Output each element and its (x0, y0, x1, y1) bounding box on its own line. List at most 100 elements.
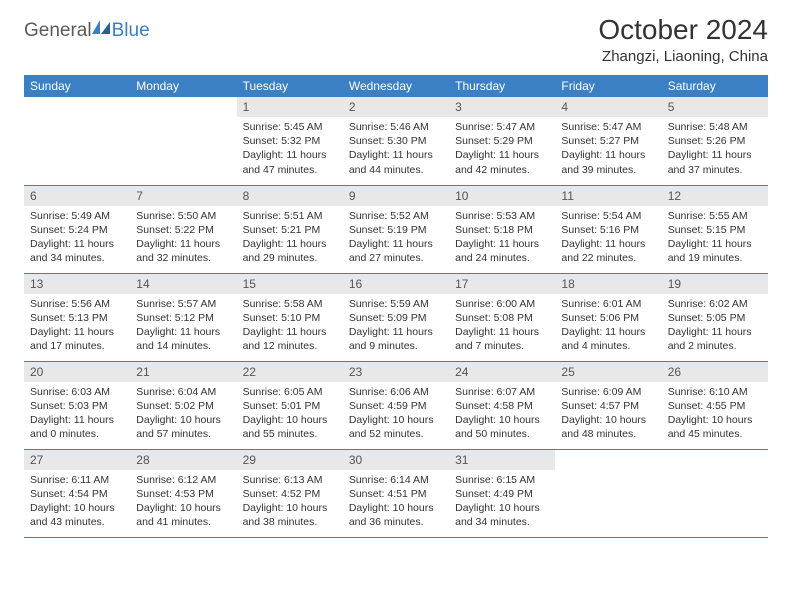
logo-text-general: General (24, 20, 92, 42)
calendar-cell: 30Sunrise: 6:14 AMSunset: 4:51 PMDayligh… (343, 449, 449, 537)
day-details: Sunrise: 6:02 AMSunset: 5:05 PMDaylight:… (662, 294, 768, 358)
title-block: October 2024 Zhangzi, Liaoning, China (598, 14, 768, 65)
day-details: Sunrise: 5:58 AMSunset: 5:10 PMDaylight:… (237, 294, 343, 358)
day-details: Sunrise: 5:50 AMSunset: 5:22 PMDaylight:… (130, 206, 236, 270)
calendar-cell: 25Sunrise: 6:09 AMSunset: 4:57 PMDayligh… (555, 361, 661, 449)
month-title: October 2024 (598, 14, 768, 46)
calendar-cell: 19Sunrise: 6:02 AMSunset: 5:05 PMDayligh… (662, 273, 768, 361)
header: General Blue October 2024 Zhangzi, Liaon… (24, 14, 768, 65)
day-number: 8 (237, 186, 343, 206)
calendar-cell: 10Sunrise: 5:53 AMSunset: 5:18 PMDayligh… (449, 185, 555, 273)
weekday-header: Monday (130, 75, 236, 97)
calendar-cell: 31Sunrise: 6:15 AMSunset: 4:49 PMDayligh… (449, 449, 555, 537)
calendar-cell: 12Sunrise: 5:55 AMSunset: 5:15 PMDayligh… (662, 185, 768, 273)
calendar-cell: 14Sunrise: 5:57 AMSunset: 5:12 PMDayligh… (130, 273, 236, 361)
day-details: Sunrise: 6:09 AMSunset: 4:57 PMDaylight:… (555, 382, 661, 446)
calendar-row: 13Sunrise: 5:56 AMSunset: 5:13 PMDayligh… (24, 273, 768, 361)
weekday-header: Friday (555, 75, 661, 97)
calendar-row: 6Sunrise: 5:49 AMSunset: 5:24 PMDaylight… (24, 185, 768, 273)
day-details: Sunrise: 5:51 AMSunset: 5:21 PMDaylight:… (237, 206, 343, 270)
calendar-cell: 9Sunrise: 5:52 AMSunset: 5:19 PMDaylight… (343, 185, 449, 273)
day-number: 3 (449, 97, 555, 117)
calendar-cell: 23Sunrise: 6:06 AMSunset: 4:59 PMDayligh… (343, 361, 449, 449)
day-details: Sunrise: 6:11 AMSunset: 4:54 PMDaylight:… (24, 470, 130, 534)
weekday-header: Sunday (24, 75, 130, 97)
calendar-cell: 11Sunrise: 5:54 AMSunset: 5:16 PMDayligh… (555, 185, 661, 273)
weekday-header: Tuesday (237, 75, 343, 97)
location-label: Zhangzi, Liaoning, China (598, 48, 768, 65)
calendar-cell: 20Sunrise: 6:03 AMSunset: 5:03 PMDayligh… (24, 361, 130, 449)
day-number: 25 (555, 362, 661, 382)
day-details: Sunrise: 6:06 AMSunset: 4:59 PMDaylight:… (343, 382, 449, 446)
calendar-cell: 21Sunrise: 6:04 AMSunset: 5:02 PMDayligh… (130, 361, 236, 449)
day-details: Sunrise: 6:10 AMSunset: 4:55 PMDaylight:… (662, 382, 768, 446)
day-number: 19 (662, 274, 768, 294)
day-number: 20 (24, 362, 130, 382)
weekday-header: Wednesday (343, 75, 449, 97)
calendar-cell (662, 449, 768, 537)
day-number: 15 (237, 274, 343, 294)
calendar-cell: 22Sunrise: 6:05 AMSunset: 5:01 PMDayligh… (237, 361, 343, 449)
calendar-cell: 26Sunrise: 6:10 AMSunset: 4:55 PMDayligh… (662, 361, 768, 449)
calendar-cell: 7Sunrise: 5:50 AMSunset: 5:22 PMDaylight… (130, 185, 236, 273)
day-number: 26 (662, 362, 768, 382)
day-details: Sunrise: 6:04 AMSunset: 5:02 PMDaylight:… (130, 382, 236, 446)
day-number: 21 (130, 362, 236, 382)
day-number: 7 (130, 186, 236, 206)
calendar-cell: 2Sunrise: 5:46 AMSunset: 5:30 PMDaylight… (343, 97, 449, 185)
calendar-header-row: SundayMondayTuesdayWednesdayThursdayFrid… (24, 75, 768, 97)
day-details: Sunrise: 6:07 AMSunset: 4:58 PMDaylight:… (449, 382, 555, 446)
calendar-row: 1Sunrise: 5:45 AMSunset: 5:32 PMDaylight… (24, 97, 768, 185)
logo-sail-icon (92, 20, 110, 34)
calendar-cell: 8Sunrise: 5:51 AMSunset: 5:21 PMDaylight… (237, 185, 343, 273)
calendar-cell: 6Sunrise: 5:49 AMSunset: 5:24 PMDaylight… (24, 185, 130, 273)
calendar-cell (24, 97, 130, 185)
calendar-cell: 24Sunrise: 6:07 AMSunset: 4:58 PMDayligh… (449, 361, 555, 449)
day-details: Sunrise: 5:57 AMSunset: 5:12 PMDaylight:… (130, 294, 236, 358)
calendar-page: General Blue October 2024 Zhangzi, Liaon… (0, 0, 792, 548)
day-details: Sunrise: 5:56 AMSunset: 5:13 PMDaylight:… (24, 294, 130, 358)
day-number: 5 (662, 97, 768, 117)
day-details: Sunrise: 6:15 AMSunset: 4:49 PMDaylight:… (449, 470, 555, 534)
weekday-header: Saturday (662, 75, 768, 97)
day-number: 2 (343, 97, 449, 117)
day-number: 6 (24, 186, 130, 206)
calendar-cell: 18Sunrise: 6:01 AMSunset: 5:06 PMDayligh… (555, 273, 661, 361)
calendar-cell: 3Sunrise: 5:47 AMSunset: 5:29 PMDaylight… (449, 97, 555, 185)
day-details: Sunrise: 5:48 AMSunset: 5:26 PMDaylight:… (662, 117, 768, 181)
calendar-cell: 27Sunrise: 6:11 AMSunset: 4:54 PMDayligh… (24, 449, 130, 537)
day-number: 11 (555, 186, 661, 206)
day-details: Sunrise: 6:03 AMSunset: 5:03 PMDaylight:… (24, 382, 130, 446)
day-details: Sunrise: 6:01 AMSunset: 5:06 PMDaylight:… (555, 294, 661, 358)
day-number: 31 (449, 450, 555, 470)
day-details: Sunrise: 5:49 AMSunset: 5:24 PMDaylight:… (24, 206, 130, 270)
day-number: 27 (24, 450, 130, 470)
weekday-header: Thursday (449, 75, 555, 97)
day-number: 24 (449, 362, 555, 382)
day-number: 14 (130, 274, 236, 294)
logo-text-blue: Blue (112, 20, 150, 42)
day-number: 4 (555, 97, 661, 117)
day-details: Sunrise: 6:14 AMSunset: 4:51 PMDaylight:… (343, 470, 449, 534)
day-details: Sunrise: 6:13 AMSunset: 4:52 PMDaylight:… (237, 470, 343, 534)
calendar-cell: 4Sunrise: 5:47 AMSunset: 5:27 PMDaylight… (555, 97, 661, 185)
calendar-cell: 17Sunrise: 6:00 AMSunset: 5:08 PMDayligh… (449, 273, 555, 361)
day-number: 22 (237, 362, 343, 382)
day-details: Sunrise: 6:00 AMSunset: 5:08 PMDaylight:… (449, 294, 555, 358)
day-number: 18 (555, 274, 661, 294)
day-details: Sunrise: 5:47 AMSunset: 5:29 PMDaylight:… (449, 117, 555, 181)
day-details: Sunrise: 5:52 AMSunset: 5:19 PMDaylight:… (343, 206, 449, 270)
calendar-table: SundayMondayTuesdayWednesdayThursdayFrid… (24, 75, 768, 538)
day-details: Sunrise: 6:05 AMSunset: 5:01 PMDaylight:… (237, 382, 343, 446)
day-details: Sunrise: 5:59 AMSunset: 5:09 PMDaylight:… (343, 294, 449, 358)
calendar-cell: 16Sunrise: 5:59 AMSunset: 5:09 PMDayligh… (343, 273, 449, 361)
day-number: 13 (24, 274, 130, 294)
calendar-cell: 15Sunrise: 5:58 AMSunset: 5:10 PMDayligh… (237, 273, 343, 361)
day-number: 23 (343, 362, 449, 382)
day-details: Sunrise: 5:45 AMSunset: 5:32 PMDaylight:… (237, 117, 343, 181)
calendar-row: 20Sunrise: 6:03 AMSunset: 5:03 PMDayligh… (24, 361, 768, 449)
day-number: 1 (237, 97, 343, 117)
day-details: Sunrise: 6:12 AMSunset: 4:53 PMDaylight:… (130, 470, 236, 534)
day-details: Sunrise: 5:46 AMSunset: 5:30 PMDaylight:… (343, 117, 449, 181)
day-number: 9 (343, 186, 449, 206)
